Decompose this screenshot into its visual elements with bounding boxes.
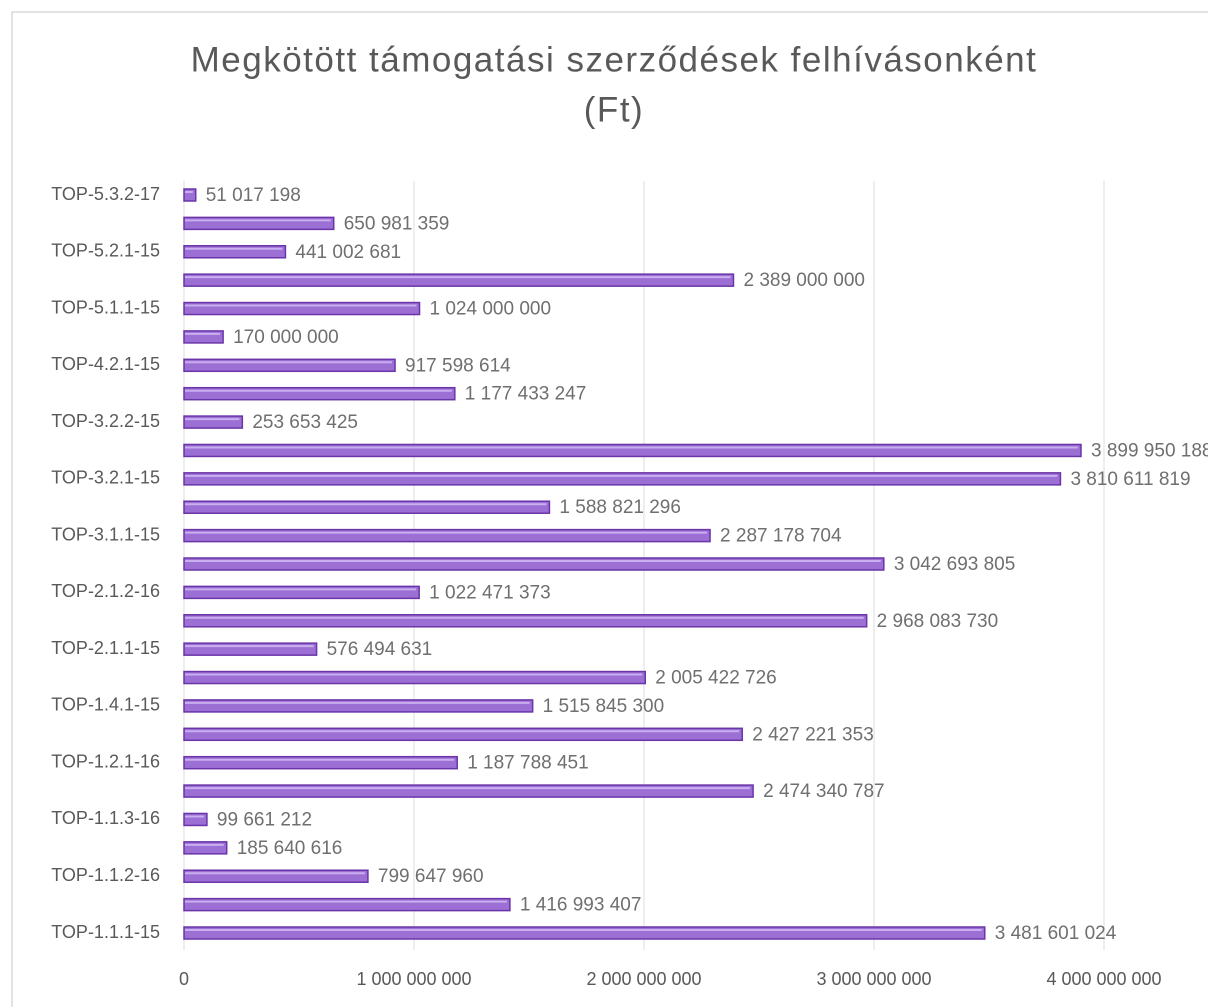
- y-tick-label: TOP-3.2.2-15: [51, 411, 160, 431]
- bar: [183, 188, 197, 202]
- bar: [183, 245, 287, 259]
- value-label: 170 000 000: [233, 327, 339, 348]
- value-label: 650 981 359: [344, 213, 450, 234]
- value-label: 51 017 198: [206, 185, 301, 206]
- bar: [183, 386, 456, 401]
- value-label: 2 287 178 704: [720, 526, 842, 547]
- bar: [183, 585, 420, 600]
- chart-title: Megkötött támogatási szerződések felhívá…: [191, 40, 1038, 79]
- y-tick-label: TOP-2.1.2-16: [51, 581, 160, 601]
- bar: [183, 273, 735, 287]
- value-label: 1 416 993 407: [520, 895, 642, 916]
- value-label: 3 042 693 805: [894, 554, 1016, 575]
- x-tick-label: 4 000 000 000: [1046, 969, 1161, 989]
- value-label: 1 187 788 451: [467, 753, 589, 774]
- value-label: 1 515 845 300: [543, 696, 665, 717]
- value-label: 1 588 821 296: [559, 497, 681, 518]
- chart-frame: [11, 11, 1208, 1007]
- y-tick-label: TOP-3.1.1-15: [51, 524, 160, 544]
- bar: [183, 727, 744, 742]
- value-label: 441 002 681: [295, 242, 401, 263]
- value-label: 3 481 601 024: [995, 923, 1117, 944]
- y-tick-label: TOP-1.1.3-16: [51, 808, 160, 828]
- value-label: 99 661 212: [217, 809, 312, 830]
- chart-title: (Ft): [584, 90, 644, 129]
- bar: [183, 216, 335, 231]
- bar: [183, 472, 1062, 486]
- bar: [183, 301, 421, 316]
- y-tick-label: TOP-1.2.1-16: [51, 751, 160, 771]
- value-label: 2 968 083 730: [877, 611, 999, 632]
- x-tick-label: 0: [179, 969, 189, 989]
- value-label: 1 177 433 247: [465, 384, 587, 405]
- bar: [183, 614, 868, 628]
- bar: [183, 358, 396, 373]
- value-label: 2 474 340 787: [763, 781, 885, 802]
- bar: [183, 330, 224, 344]
- bar: [183, 557, 885, 571]
- value-label: 3 899 950 188: [1091, 440, 1208, 461]
- bar: [183, 812, 208, 827]
- bar: [183, 443, 1082, 458]
- y-tick-label: TOP-1.1.2-16: [51, 865, 160, 885]
- bar: [183, 784, 754, 798]
- y-tick-label: TOP-3.2.1-15: [51, 468, 160, 488]
- y-tick-label: TOP-2.1.1-15: [51, 638, 160, 658]
- value-label: 917 598 614: [405, 355, 511, 376]
- value-label: 2 389 000 000: [743, 270, 865, 291]
- value-label: 1 022 471 373: [429, 582, 551, 603]
- bar: [183, 897, 511, 912]
- x-tick-label: 2 000 000 000: [586, 969, 701, 989]
- x-tick-label: 3 000 000 000: [816, 969, 931, 989]
- bar: [183, 869, 369, 883]
- value-label: 253 653 425: [252, 412, 358, 433]
- value-label: 576 494 631: [327, 639, 433, 660]
- value-label: 2 005 422 726: [655, 668, 777, 689]
- y-tick-label: TOP-5.3.2-17: [51, 184, 160, 204]
- y-tick-label: TOP-4.2.1-15: [51, 354, 160, 374]
- value-label: 799 647 960: [378, 866, 484, 887]
- x-tick-label: 1 000 000 000: [356, 969, 471, 989]
- value-label: 3 810 611 819: [1070, 469, 1190, 490]
- bar: [183, 415, 244, 429]
- bar: [183, 642, 318, 656]
- bar: [183, 528, 711, 543]
- bar: [183, 841, 228, 855]
- value-label: 1 024 000 000: [430, 299, 552, 320]
- bar: [183, 926, 986, 940]
- y-tick-label: TOP-5.2.1-15: [51, 241, 160, 261]
- bar: [183, 755, 458, 770]
- bar: [183, 670, 646, 685]
- bar: [183, 699, 534, 713]
- value-label: 185 640 616: [237, 838, 343, 859]
- y-tick-label: TOP-1.4.1-15: [51, 695, 160, 715]
- value-label: 2 427 221 353: [752, 724, 874, 745]
- y-tick-label: TOP-5.1.1-15: [51, 297, 160, 317]
- y-tick-label: TOP-1.1.1-15: [51, 922, 160, 942]
- bar: [183, 500, 551, 514]
